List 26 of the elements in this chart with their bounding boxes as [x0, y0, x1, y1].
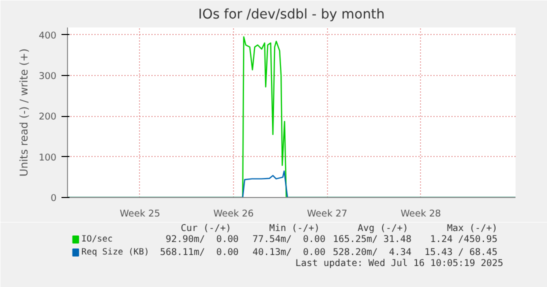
- legend-label: IO/sec: [81, 234, 113, 244]
- x-tick-label: Week 25: [120, 208, 160, 220]
- x-tick-label: Week 27: [306, 208, 348, 220]
- text: Max (-/+): [446, 223, 498, 234]
- text: 165.25m/ 31.48: [332, 234, 412, 245]
- text: 568.11m/ 0.00: [160, 247, 240, 258]
- text: 15.43 / 68.45: [424, 247, 498, 258]
- text: 77.54m/ 0.00: [252, 234, 326, 245]
- y-tick-label: 200: [38, 112, 57, 123]
- text: 1.24 /450.95: [430, 234, 498, 245]
- y-tick-label: 400: [38, 30, 57, 42]
- legend-label: Req Size (KB): [81, 248, 150, 258]
- text: 92.90m/ 0.00: [166, 234, 240, 245]
- text: Last update: Wed Jul 16 10:05:19 2025: [295, 258, 504, 269]
- y-tick-label: 300: [38, 70, 57, 82]
- y-tick-label: 100: [38, 152, 57, 164]
- text: 40.13m/ 0.00: [252, 247, 326, 258]
- text: Cur (-/+): [180, 223, 232, 234]
- y-tick-label: 0: [50, 193, 57, 204]
- chart-title: IOs for /dev/sdbl - by month: [198, 8, 385, 22]
- y-axis-title: Units read (-) / write (+): [18, 48, 31, 176]
- x-tick-label: Week 26: [213, 208, 254, 220]
- text: Avg (-/+): [358, 223, 408, 234]
- x-tick-label: Week 28: [400, 208, 442, 220]
- text: 528.20m/ 4.34: [332, 247, 412, 258]
- text: Min (-/+): [269, 223, 320, 234]
